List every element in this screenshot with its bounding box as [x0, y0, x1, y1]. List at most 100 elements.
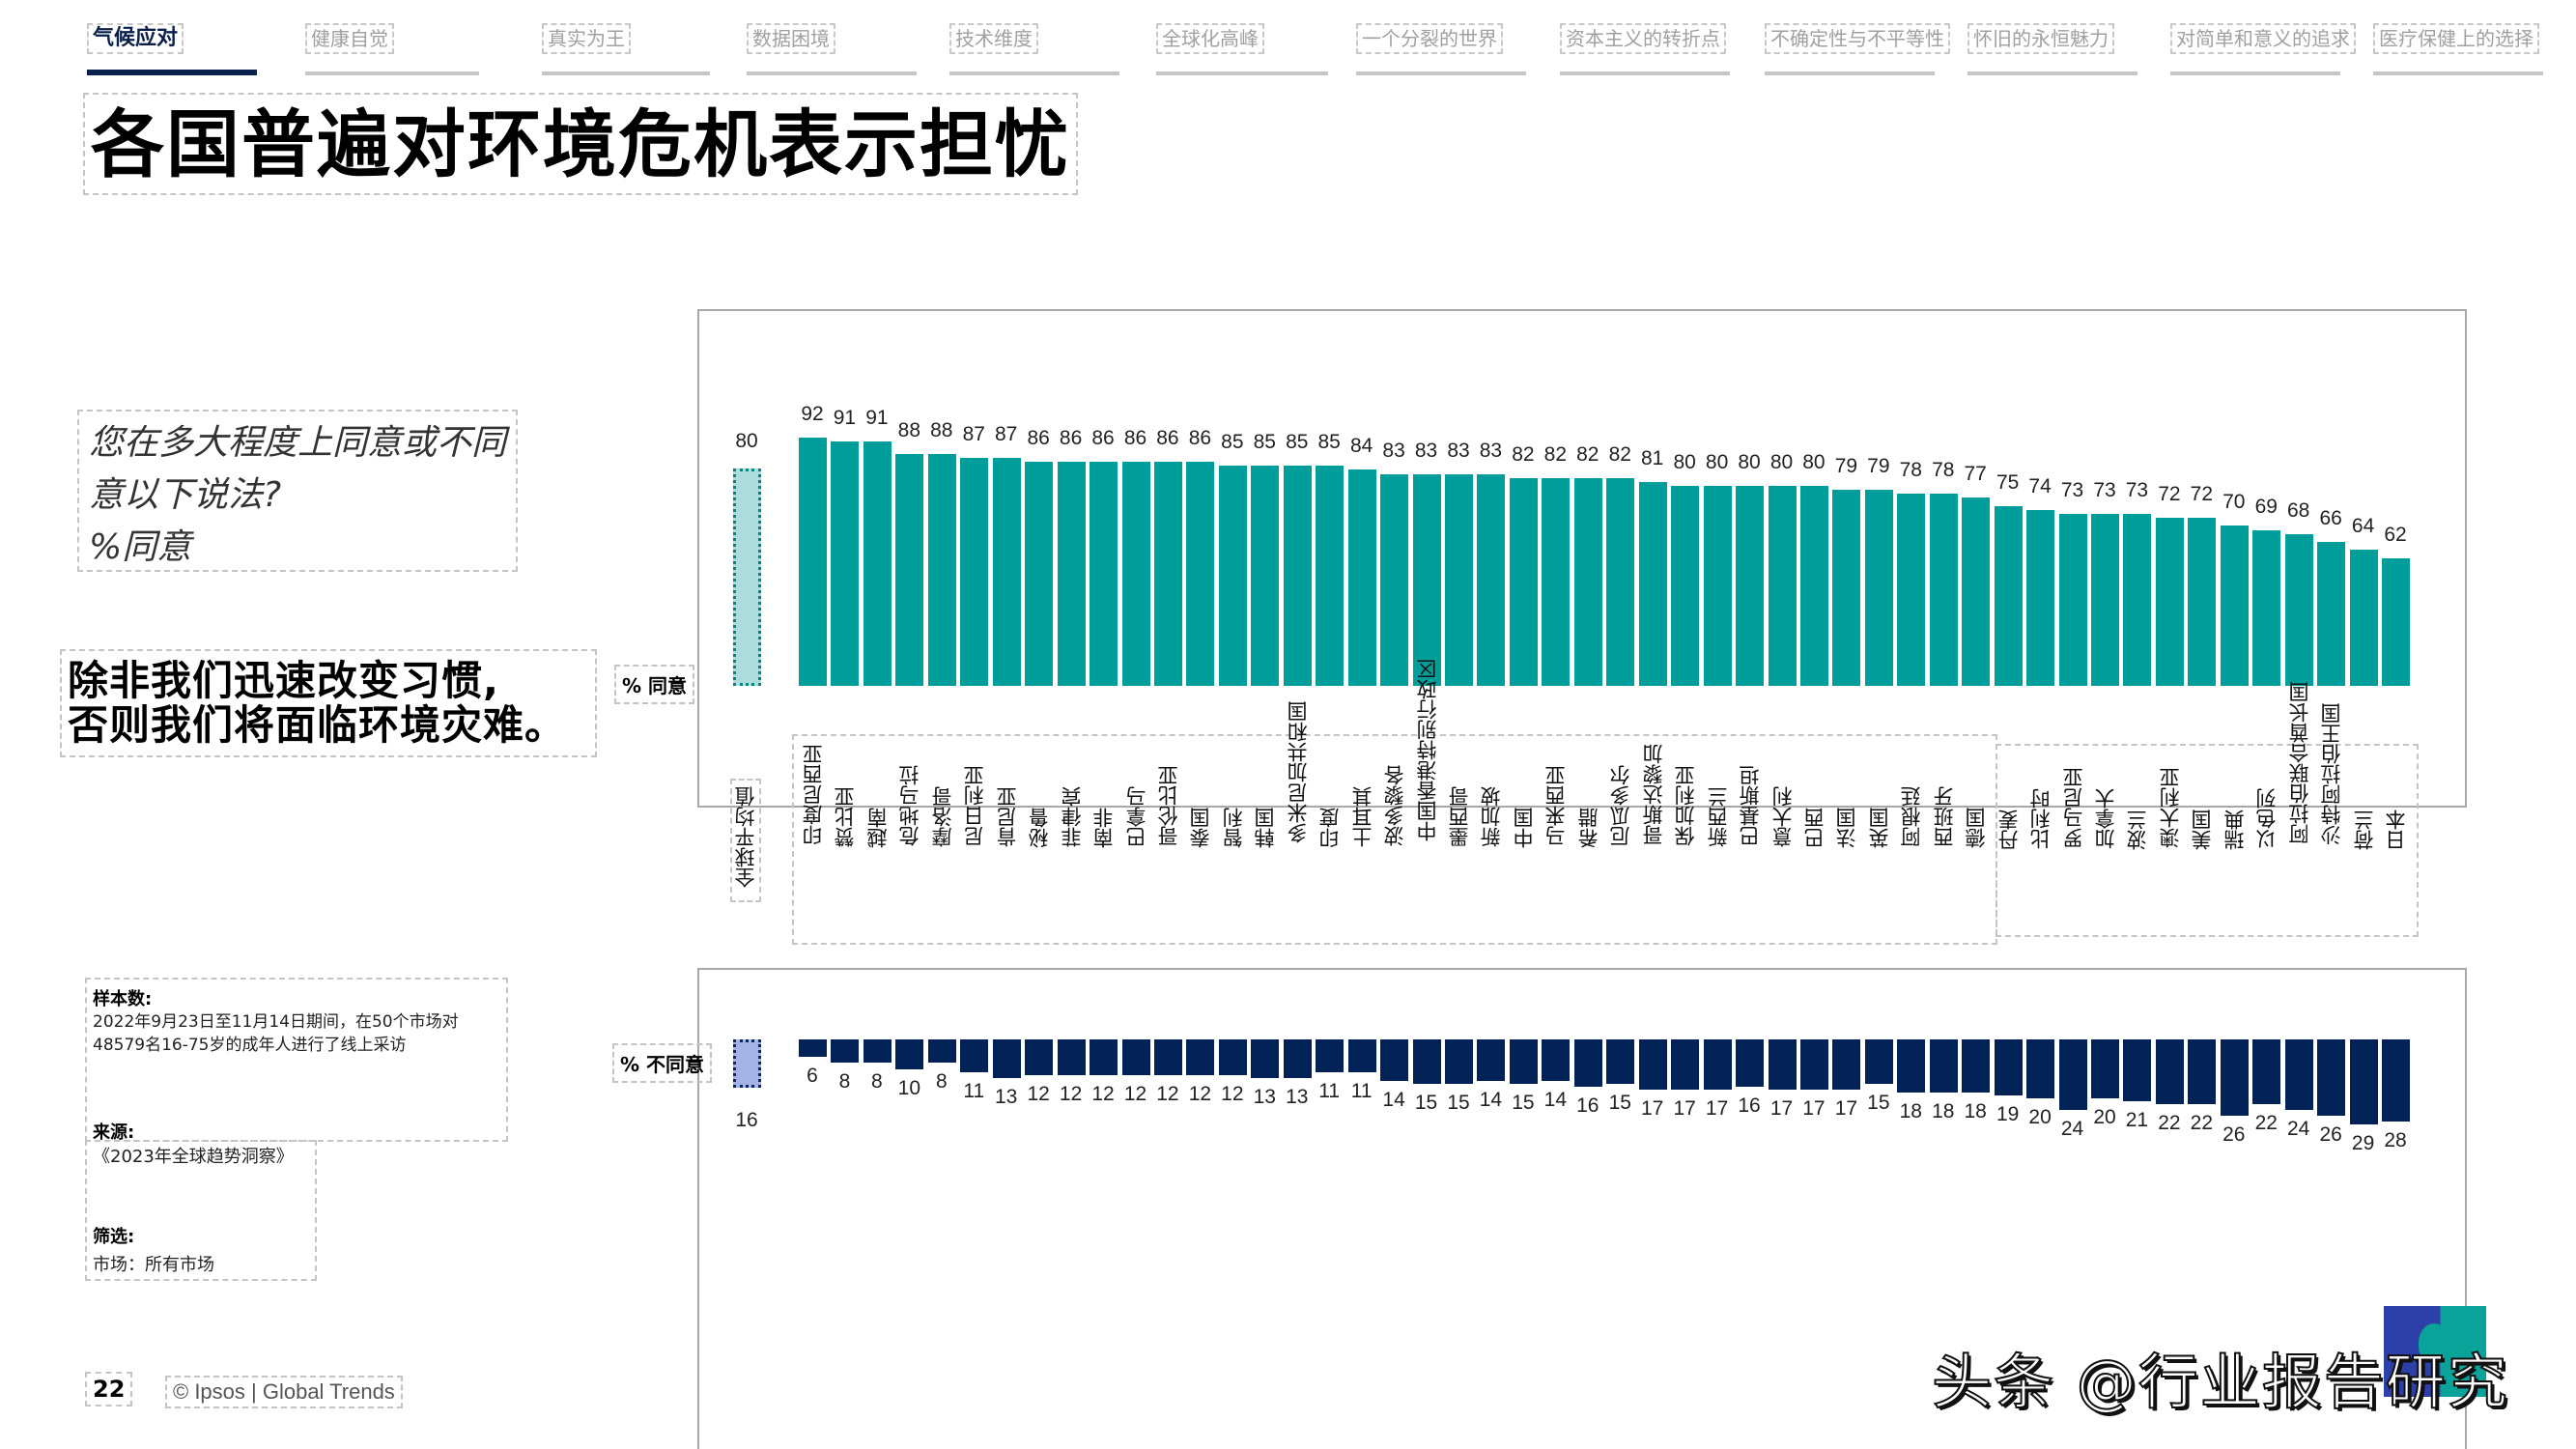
disagree-bar	[1412, 1039, 1441, 1084]
disagree-value: 8	[935, 1070, 948, 1094]
agree-value: 80	[1738, 451, 1761, 473]
country-label: 英国	[1867, 808, 1891, 848]
nav-tab-3[interactable]: 真实为王	[542, 23, 710, 77]
disagree-bar	[863, 1039, 892, 1064]
agree-value: 62	[2384, 523, 2407, 546]
agree-value: 86	[1156, 427, 1179, 450]
agree-value: 79	[1834, 455, 1858, 478]
agree-value: 69	[2254, 495, 2278, 518]
country-label: 肯尼亚	[995, 786, 1019, 847]
agree-value: 87	[962, 423, 985, 446]
disagree-value: 20	[2093, 1106, 2116, 1128]
nav-tab-5[interactable]: 技术维度	[949, 23, 1119, 77]
disagree-value: 13	[1253, 1085, 1276, 1108]
disagree-value: 13	[1286, 1085, 1309, 1108]
nav-tab-2[interactable]: 健康自觉	[305, 23, 479, 77]
country-label: 澳大利亚	[2158, 767, 2182, 848]
statement-line-1: 除非我们迅速改变习惯,	[68, 657, 499, 704]
nav-tab-label: 怀旧的永恒魅力	[1967, 23, 2114, 54]
agree-value: 80	[1673, 451, 1696, 473]
agree-value: 85	[1221, 431, 1244, 454]
nav-tab-label: 健康自觉	[305, 23, 394, 54]
agree-value: 86	[1027, 427, 1050, 450]
nav-tab-7[interactable]: 一个分裂的世界	[1356, 23, 1526, 77]
agree-bar	[1864, 490, 1893, 686]
country-label: 波兰	[2126, 810, 2150, 850]
country-label: 日本	[2385, 810, 2409, 850]
disagree-legend-tag: % 不同意	[612, 1043, 713, 1083]
country-label: 泰国	[1189, 808, 1213, 848]
disagree-bar	[1929, 1039, 1958, 1093]
disagree-value: 20	[2028, 1106, 2052, 1128]
agree-bar	[1186, 462, 1215, 686]
agree-value: 85	[1253, 431, 1276, 454]
agree-value: 80	[1802, 451, 1826, 473]
disagree-bar	[1994, 1039, 2023, 1095]
agree-value: 79	[1867, 455, 1890, 478]
nav-tab-1[interactable]: 气候应对	[87, 23, 257, 77]
agree-bar	[1316, 466, 1345, 686]
country-label: 新西兰	[1706, 786, 1730, 847]
nav-tab-11[interactable]: 对简单和意义的追求	[2170, 23, 2356, 77]
disagree-bar	[927, 1039, 956, 1064]
agree-bar	[992, 458, 1021, 686]
agree-value: 73	[2125, 478, 2149, 501]
agree-value: 80	[1769, 451, 1794, 473]
logo-head-shape	[2419, 1323, 2449, 1362]
nav-tab-underline	[542, 71, 710, 75]
agree-bar	[2382, 557, 2411, 686]
agree-bar	[1671, 486, 1700, 686]
country-label: 越南	[865, 808, 890, 848]
agree-bar	[895, 453, 924, 686]
nav-tab-underline	[2170, 71, 2340, 75]
nav-tab-12[interactable]: 医疗保健上的选择	[2373, 23, 2543, 77]
page-title: 各国普遍对环境危机表示担忧	[91, 101, 1070, 187]
agree-bar	[1638, 481, 1667, 686]
disagree-value: 17	[1673, 1096, 1696, 1120]
disagree-value: 24	[2287, 1118, 2310, 1141]
nav-tab-8[interactable]: 资本主义的转折点	[1560, 23, 1730, 77]
agree-value: 74	[2028, 474, 2052, 497]
disagree-bar	[895, 1039, 924, 1069]
country-label: 巴基斯坦	[1739, 765, 1763, 846]
disagree-value: 26	[2222, 1123, 2246, 1147]
agree-bar	[1251, 466, 1280, 686]
agree-value: 84	[1349, 435, 1373, 458]
disagree-value: 17	[1769, 1096, 1794, 1120]
agree-value: 77	[1964, 463, 1987, 486]
disagree-value: 16	[1576, 1094, 1599, 1117]
nav-tab-4[interactable]: 数据困境	[747, 23, 917, 77]
country-label: 以色列	[2255, 788, 2279, 849]
nav-tab-label: 医疗保健上的选择	[2373, 23, 2539, 54]
disagree-bar	[1347, 1039, 1376, 1072]
nav-tab-underline	[305, 71, 479, 75]
agree-bar	[1897, 494, 1926, 686]
country-label: 德国	[1965, 808, 1989, 848]
agree-value: 86	[1123, 427, 1147, 450]
nav-tab-underline	[1560, 71, 1730, 75]
agree-bar	[1606, 477, 1635, 686]
global-average-agree-value: 80	[735, 429, 758, 452]
disagree-value: 11	[963, 1079, 985, 1102]
disagree-value: 11	[1318, 1079, 1341, 1102]
country-label: 智利	[1221, 808, 1245, 848]
agree-value: 73	[2093, 478, 2116, 501]
country-label: 法国	[1835, 808, 1859, 848]
agree-bar	[2058, 513, 2087, 686]
nav-tab-underline	[2373, 71, 2543, 75]
agree-bar	[2123, 513, 2152, 686]
nav-tab-6[interactable]: 全球化高峰	[1156, 23, 1328, 77]
agree-bar	[831, 441, 860, 686]
disagree-bar	[831, 1039, 860, 1064]
disagree-bar	[1057, 1039, 1086, 1075]
disagree-value: 12	[1156, 1082, 1179, 1105]
disagree-bar	[1251, 1039, 1280, 1078]
disagree-bar	[960, 1039, 989, 1072]
nav-tab-label: 气候应对	[87, 23, 184, 54]
nav-tab-9[interactable]: 不确定性与不平等性	[1765, 23, 1950, 77]
nav-tab-10[interactable]: 怀旧的永恒魅力	[1967, 23, 2137, 77]
country-label: 南非	[1092, 808, 1117, 848]
country-label: 土耳其	[1350, 786, 1374, 847]
country-label: 意大利	[1770, 786, 1795, 847]
nav-tab-label: 不确定性与不平等性	[1765, 23, 1950, 54]
